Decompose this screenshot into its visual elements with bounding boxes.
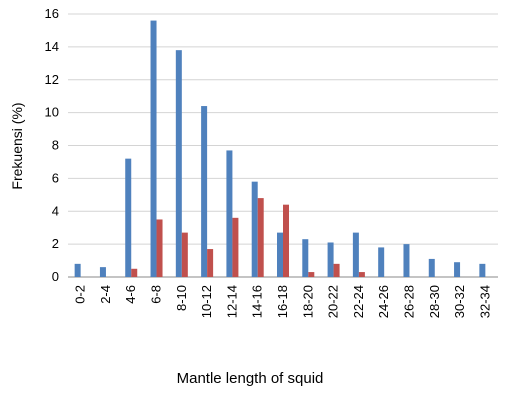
bar-series2-18-20 [308,272,315,277]
x-tick-labels: 0-2 2-4 4-6 6-8 8-10 10-12 12-14 14-16 16-18 18-2… [73,285,493,318]
x-tick-label: 20-22 [326,285,341,318]
bar-series1-8-10 [175,50,182,277]
x-tick-label: 4-6 [123,285,138,304]
y-axis-label: Frekuensi (%) [9,102,25,189]
x-tick-label: 10-12 [199,285,214,318]
bar-series1-2-4 [99,267,106,277]
x-tick-label: 28-30 [427,285,442,318]
bar-series2-16-18 [283,204,289,277]
x-tick-label: 8-10 [174,285,189,311]
x-tick-label: 12-14 [224,285,239,318]
y-tick-labels: 0 2 4 6 8 10 12 14 16 [45,6,59,284]
bars [74,20,486,277]
x-tick-label: 2-4 [98,285,113,304]
bar-series2-8-10 [181,232,188,277]
bar-series1-24-26 [378,247,385,277]
y-tick-label: 4 [52,203,59,218]
bar-series2-22-24 [358,272,365,277]
bar-series2-10-12 [207,249,214,277]
y-tick-label: 6 [52,170,59,185]
x-tick-label: 24-26 [376,285,391,318]
y-tick-label: 10 [45,105,59,120]
x-tick-label: 0-2 [73,285,88,304]
bar-series2-20-22 [333,263,340,277]
x-tick-label: 6-8 [149,285,164,304]
bar-series1-28-30 [428,258,435,277]
bar-series1-22-24 [352,232,359,277]
bar-series1-20-22 [327,242,334,277]
bar-series1-12-14 [226,150,233,277]
bar-series1-0-2 [74,263,81,277]
x-tick-label: 18-20 [300,285,315,318]
y-tick-label: 8 [52,138,59,153]
bar-series1-4-6 [125,158,132,277]
bar-series1-32-34 [479,263,486,277]
bar-series1-18-20 [302,239,309,277]
x-tick-label: 32-34 [477,285,492,318]
bar-series2-4-6 [131,268,138,277]
bar-series1-30-32 [454,262,461,277]
x-tick-label: 30-32 [452,285,467,318]
bar-series1-10-12 [201,106,208,277]
bar-series1-14-16 [251,181,258,277]
bar-series2-12-14 [232,217,239,277]
y-tick-label: 2 [52,236,59,251]
y-tick-label: 16 [45,6,59,21]
gridlines [68,13,498,278]
x-tick-label: 26-28 [401,285,416,318]
y-tick-label: 12 [45,72,59,87]
bar-series2-6-8 [156,219,163,277]
bar-series1-26-28 [403,244,410,277]
bar-series2-14-16 [257,198,264,277]
y-tick-label: 0 [52,269,59,284]
bar-series1-6-8 [150,20,157,277]
y-tick-label: 14 [45,39,59,54]
x-tick-label: 14-16 [250,285,265,318]
bar-series1-16-18 [277,232,283,277]
x-tick-label: 22-24 [351,285,366,318]
x-tick-label: 16-18 [275,285,290,318]
x-axis-label: Mantle length of squid [177,370,324,387]
